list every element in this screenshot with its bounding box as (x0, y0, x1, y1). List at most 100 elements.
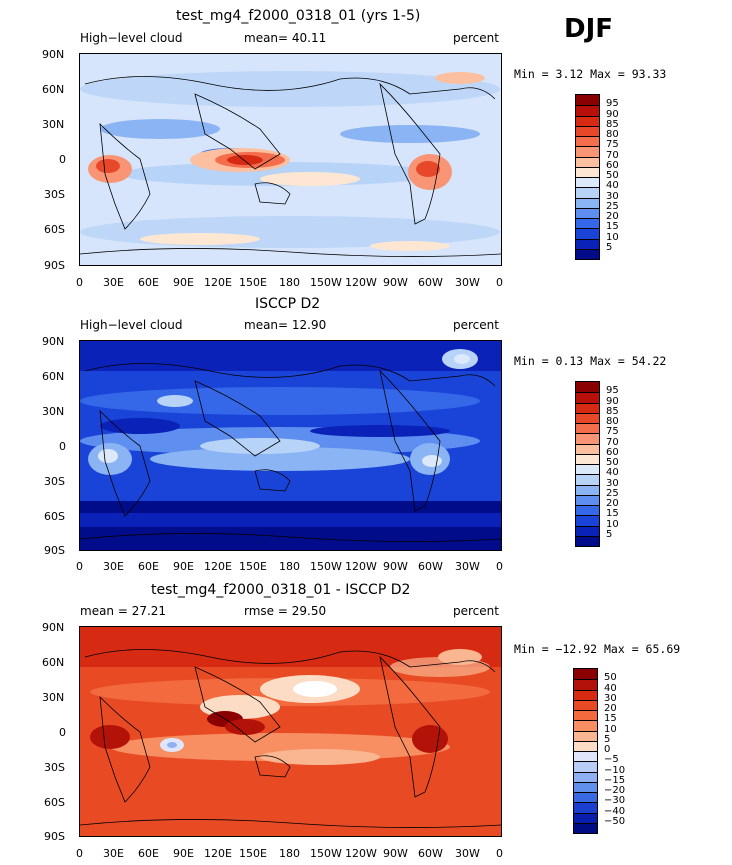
lat-tick: 90S (44, 259, 65, 272)
legend-swatch (574, 689, 597, 700)
legend-label: 90 (606, 395, 619, 407)
lat-tick: 30N (42, 691, 65, 704)
legend-swatch (574, 822, 597, 833)
legend-swatch (576, 187, 599, 198)
legend-swatch (574, 802, 597, 813)
legend-label: 50 (606, 170, 619, 181)
legend-swatch (576, 474, 599, 485)
legend-label: −10 (604, 764, 626, 776)
legend-label: 60 (606, 159, 619, 171)
lon-tick: 90E (173, 847, 194, 860)
lon-tick: 0 (496, 560, 503, 573)
difference-cloud-map (79, 626, 502, 837)
legend-swatch (576, 505, 599, 516)
legend-label: 40 (606, 467, 619, 479)
isccp-cloud-map (79, 340, 502, 551)
lon-tick: 30E (103, 560, 124, 573)
color-legend (573, 668, 598, 834)
lat-tick: 90N (42, 335, 65, 348)
panel-title: test_mg4_f2000_0318_01 (yrs 1-5) (176, 8, 421, 24)
lat-tick: 60N (42, 656, 65, 669)
legend-swatch (576, 238, 599, 249)
legend-swatch (574, 710, 597, 721)
legend-swatch (576, 464, 599, 475)
legend-label: 95 (606, 98, 619, 110)
legend-swatch (576, 125, 599, 136)
legend-swatch (576, 402, 599, 413)
lon-tick: 60W (418, 276, 443, 289)
lon-tick: 60E (138, 847, 159, 860)
legend-swatch (576, 207, 599, 218)
lon-tick: 90W (383, 276, 408, 289)
lon-tick: 120E (204, 276, 232, 289)
legend-label: 15 (606, 221, 619, 233)
legend-label: 25 (606, 200, 619, 212)
legend-swatch (576, 382, 599, 393)
legend-label: 95 (606, 385, 619, 397)
legend-label: −15 (604, 774, 626, 786)
legend-label: 5 (606, 528, 613, 540)
rmse-label: rmse = 29.50 (244, 604, 327, 618)
legend-label: 85 (606, 405, 619, 417)
lat-tick: 30N (42, 405, 65, 418)
legend-label: 85 (606, 118, 619, 130)
legend-label: 15 (604, 713, 617, 725)
lon-tick: 30W (455, 276, 480, 289)
legend-label: 10 (604, 723, 617, 735)
legend-swatch (576, 197, 599, 208)
legend-swatch (576, 146, 599, 157)
lat-tick: 60N (42, 370, 65, 383)
legend-swatch (576, 105, 599, 116)
legend-swatch (576, 228, 599, 239)
legend-label: 60 (606, 446, 619, 458)
legend-label: 80 (606, 416, 619, 427)
lon-tick: 120W (345, 560, 377, 573)
legend-label: 30 (606, 477, 619, 489)
legend-label: 50 (606, 457, 619, 468)
variable-label: High−level cloud (80, 318, 183, 332)
legend-swatch (576, 136, 599, 147)
legend-label: 20 (606, 498, 619, 509)
min-max-label: Min = −12.92 Max = 65.69 (514, 642, 681, 656)
legend-swatch (574, 761, 597, 772)
lat-tick: 60S (44, 796, 65, 809)
legend-swatch (576, 484, 599, 495)
legend-label: −20 (604, 785, 626, 796)
lon-tick: 120W (345, 847, 377, 860)
lon-tick: 30W (455, 560, 480, 573)
legend-swatch (574, 792, 597, 803)
lat-tick: 90S (44, 830, 65, 843)
mean-label: mean= 40.11 (244, 31, 327, 45)
min-max-label: Min = 0.13 Max = 54.22 (514, 354, 667, 368)
legend-swatch (574, 812, 597, 823)
lon-tick: 120E (204, 847, 232, 860)
lon-tick: 0 (496, 276, 503, 289)
legend-swatch (576, 515, 599, 526)
legend-label: 70 (606, 149, 619, 161)
legend-label: 20 (604, 703, 617, 714)
legend-swatch (576, 166, 599, 177)
lon-tick: 90W (383, 560, 408, 573)
season-label: DJF (564, 14, 614, 44)
legend-label: 5 (606, 241, 613, 253)
lon-tick: 0 (76, 276, 83, 289)
color-legend (575, 94, 600, 260)
lat-tick: 30S (44, 188, 65, 201)
lat-tick: 90N (42, 48, 65, 61)
variable-label: High−level cloud (80, 31, 183, 45)
lon-tick: 60W (418, 847, 443, 860)
legend-swatch (574, 699, 597, 710)
lon-tick: 180 (279, 560, 300, 573)
lat-tick: 0 (59, 726, 66, 739)
legend-label: −40 (604, 805, 626, 817)
lat-tick: 0 (59, 153, 66, 166)
lat-tick: 30S (44, 761, 65, 774)
min-max-label: Min = 3.12 Max = 93.33 (514, 67, 667, 81)
lon-tick: 90E (173, 276, 194, 289)
color-legend (575, 381, 600, 547)
model-cloud-map (79, 53, 502, 266)
legend-label: 30 (606, 190, 619, 202)
legend-swatch (576, 433, 599, 444)
legend-label: 10 (606, 231, 619, 243)
lon-tick: 60E (138, 276, 159, 289)
